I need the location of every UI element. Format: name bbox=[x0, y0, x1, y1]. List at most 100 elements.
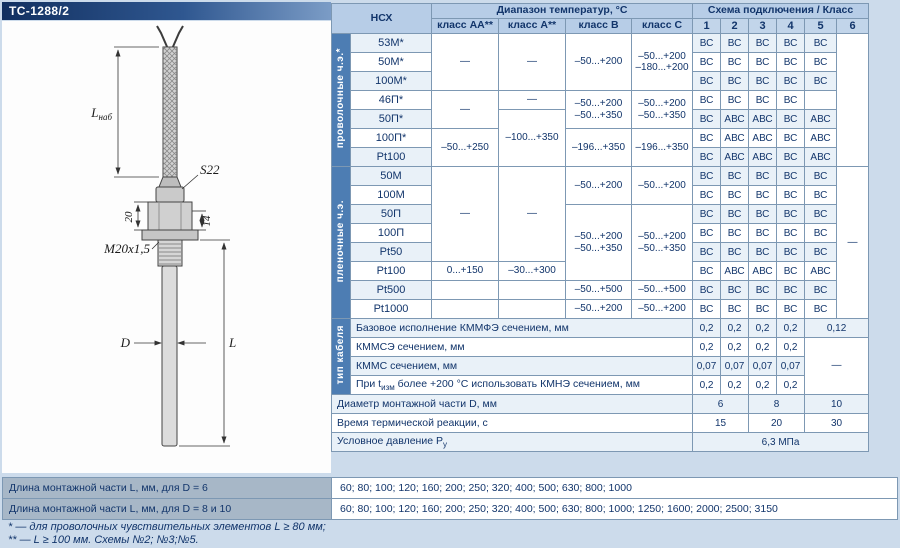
dim-label-thread: M20x1,5 bbox=[103, 241, 150, 256]
dim-thread-leader bbox=[151, 241, 160, 250]
scheme-cell: ВС bbox=[692, 33, 722, 54]
cable-value-cell: 0,2 bbox=[748, 375, 778, 396]
table-row: Pt500 –50...+500 –50...+500 ВС ВС ВС ВС … bbox=[332, 280, 869, 301]
dim-label-diameter: D bbox=[120, 335, 131, 350]
scheme-cell: ВС bbox=[720, 71, 750, 92]
temp-line: –50...+200 bbox=[574, 231, 623, 243]
spec-value-cell: 8 bbox=[748, 394, 806, 415]
dim-length bbox=[179, 239, 230, 447]
sleeve bbox=[155, 186, 185, 203]
dim-cable-length bbox=[114, 46, 159, 178]
scheme-cell: ВС bbox=[720, 90, 750, 111]
scheme-cell: ВС bbox=[692, 204, 722, 225]
temp-cell: — bbox=[498, 166, 566, 263]
table-row: пленочные ч.э. 50М — — –50...+200 –50...… bbox=[331, 166, 870, 320]
drawing-panel: Lнаб S22 20 bbox=[2, 21, 331, 473]
scheme-cell: ВС bbox=[720, 33, 750, 54]
scheme-cell: ВС bbox=[776, 33, 806, 54]
scheme-cell: АВС bbox=[720, 109, 750, 130]
cable-value-cell: 0,2 bbox=[776, 337, 806, 358]
scheme-cell: ВС bbox=[776, 166, 806, 187]
cable-value-cell: 0,2 bbox=[692, 318, 722, 339]
cable-value-cell: 0,07 bbox=[748, 356, 778, 377]
scheme-cell: ВС bbox=[692, 147, 722, 168]
scheme-cell: ВС bbox=[776, 147, 806, 168]
temp-line: –180...+200 bbox=[635, 62, 689, 74]
scheme-cell-empty bbox=[836, 33, 870, 168]
temp-cell: — bbox=[431, 166, 499, 263]
scheme-cell: ВС bbox=[720, 52, 750, 73]
scheme-cell: ВС bbox=[776, 90, 806, 111]
cable-row-label: КММСЭ сечением, мм bbox=[349, 337, 694, 358]
temp-line: –50...+350 bbox=[638, 242, 686, 254]
temp-cell bbox=[431, 280, 499, 301]
scheme-cell: ВС bbox=[692, 223, 722, 244]
nsx-cell: 53М* bbox=[350, 33, 432, 54]
col-header-class-aa: класс АА** bbox=[431, 17, 499, 35]
scheme-cell: ВС bbox=[776, 261, 806, 282]
scheme-cell: ВС bbox=[804, 185, 838, 206]
cable-value-cell: 0,2 bbox=[692, 375, 722, 396]
cable-value-cell: 0,2 bbox=[692, 337, 722, 358]
temp-cell: 0...+150 bbox=[431, 261, 499, 282]
scheme-cell: ВС bbox=[804, 33, 838, 54]
cable-row-label: При tизм более +200 °С использовать КМНЭ… bbox=[349, 375, 694, 396]
table-row: КММС сечением, мм 0,07 0,07 0,07 0,07 bbox=[332, 356, 869, 377]
table-header-row: НСХ Диапазон температур, °С Схема подклю… bbox=[331, 2, 870, 35]
cable-value-cell: 0,2 bbox=[720, 337, 750, 358]
cable-value-cell: 0,2 bbox=[720, 318, 750, 339]
cable-braid-hatch bbox=[163, 47, 177, 177]
length-label-d6: Длина монтажной части L, мм, для D = 6 bbox=[2, 477, 332, 499]
dim-20 bbox=[134, 201, 148, 231]
scheme-cell: ВС bbox=[776, 204, 806, 225]
table-row: Условное давление Ру 6,3 МПа bbox=[330, 432, 870, 453]
cable-value-cell: 0,2 bbox=[776, 375, 806, 396]
nsx-cell: Pt500 bbox=[350, 280, 432, 301]
scheme-cell: ВС bbox=[776, 223, 806, 244]
cable-value-cell: 0,07 bbox=[776, 356, 806, 377]
spec-value-cell: 30 bbox=[804, 413, 870, 434]
scheme-cell: АВС bbox=[804, 261, 838, 282]
table-row: Pt100 ВС АВС АВС ВС АВС bbox=[332, 147, 869, 168]
scheme-cell: ВС bbox=[692, 109, 722, 130]
temp-cell: –50...+200 bbox=[565, 166, 632, 206]
scheme-cell: ВС bbox=[748, 204, 778, 225]
scheme-cell: АВС bbox=[748, 109, 778, 130]
cable-value-cell: 0,2 bbox=[748, 318, 778, 339]
temp-line: –50...+350 bbox=[574, 242, 623, 254]
scheme-cell: АВС bbox=[748, 128, 778, 149]
spec-value-cell: 20 bbox=[748, 413, 806, 434]
scheme-cell: ВС bbox=[692, 52, 722, 73]
scheme-cell: АВС bbox=[748, 147, 778, 168]
temp-cell: –50...+200 –50...+350 bbox=[565, 90, 632, 130]
temp-cell: –50...+200 bbox=[565, 299, 632, 320]
transition-cone bbox=[158, 176, 182, 188]
table-row: КММСЭ сечением, мм 0,2 0,2 0,2 0,2 — bbox=[332, 337, 870, 396]
spec-value-cell: 6,3 МПа bbox=[692, 432, 870, 453]
nsx-cell: 46П* bbox=[350, 90, 432, 111]
scheme-cell: ВС bbox=[692, 299, 722, 320]
scheme-cell: ВС bbox=[804, 52, 838, 73]
table-row: 100М ВС ВС ВС ВС ВС bbox=[332, 185, 869, 206]
scheme-cell: ВС bbox=[720, 223, 750, 244]
scheme-cell: ВС bbox=[776, 280, 806, 301]
scheme-cell: АВС bbox=[804, 128, 838, 149]
length-values-d6: 60; 80; 100; 120; 160; 200; 250; 320; 40… bbox=[331, 477, 898, 499]
spec-row-label: Условное давление Ру bbox=[330, 432, 694, 453]
cable-value-cell: 0,07 bbox=[692, 356, 722, 377]
temp-cell: –50...+500 bbox=[565, 280, 632, 301]
temp-cell: –50...+200 –50...+350 bbox=[630, 90, 694, 130]
temp-line: –50...+200 bbox=[638, 231, 686, 243]
cable-value-cell: — bbox=[804, 337, 870, 396]
spec-value-cell: 15 bbox=[692, 413, 750, 434]
wire-leads bbox=[156, 25, 184, 50]
temp-cell: –50...+200 –50...+350 bbox=[565, 204, 632, 282]
col-header-temp-range: Диапазон температур, °С bbox=[430, 3, 694, 19]
scheme-cell: ВС bbox=[748, 242, 778, 263]
table-header-row: класс АА** класс А** класс В класс С 1 2… bbox=[332, 17, 870, 35]
scheme-cell: ВС bbox=[748, 185, 778, 206]
scheme-cell: АВС bbox=[804, 109, 838, 130]
length-table: Длина монтажной части L, мм, для D = 6 6… bbox=[2, 477, 898, 520]
scheme-cell: ВС bbox=[748, 223, 778, 244]
